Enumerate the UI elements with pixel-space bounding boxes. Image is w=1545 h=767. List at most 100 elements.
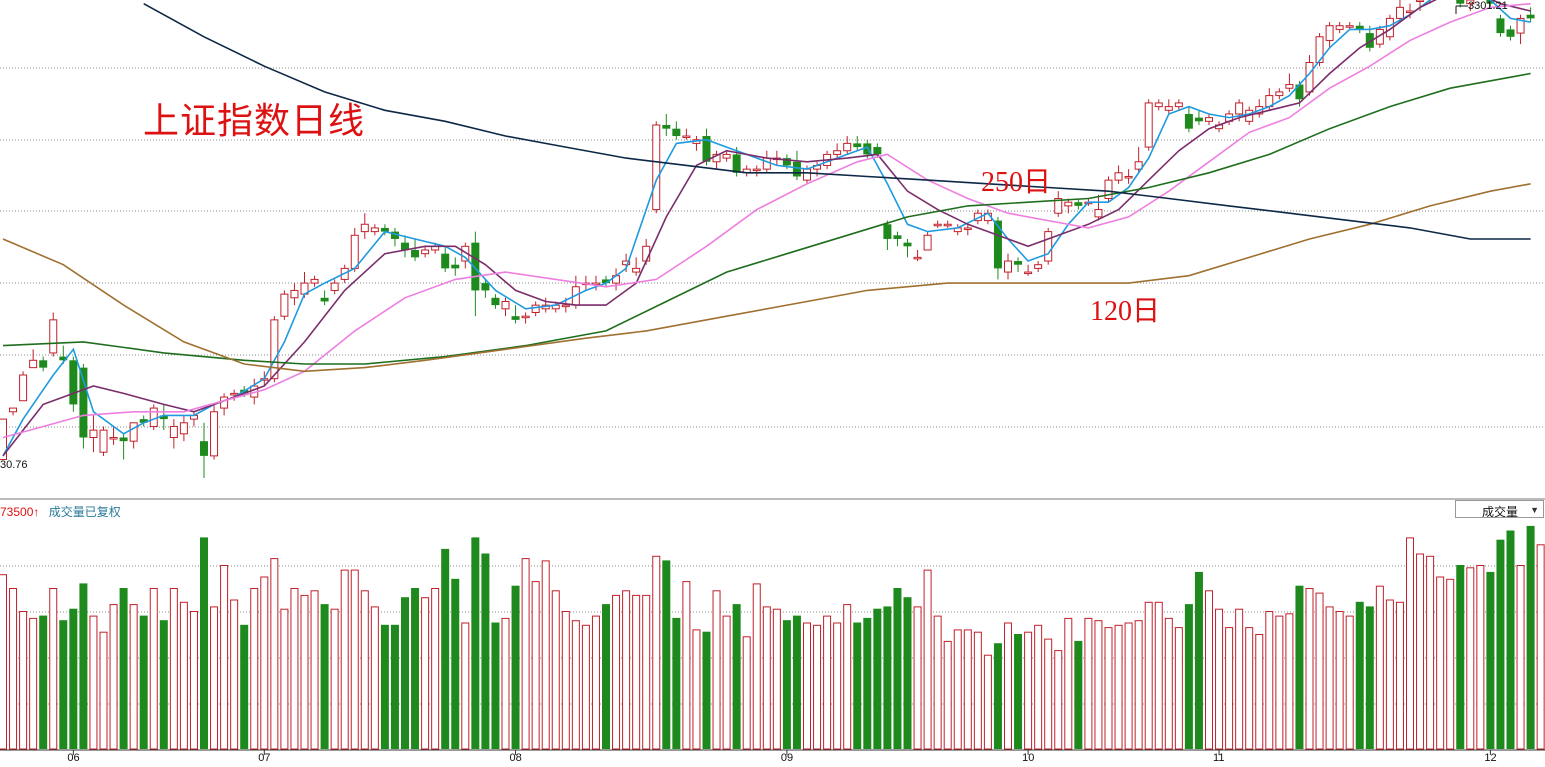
candle-body [29,359,38,369]
volume-bar [270,558,279,750]
candle-body [380,227,389,232]
volume-unit: 73500↑ [0,505,40,519]
candle-body [1064,201,1073,207]
candle-body [401,242,409,250]
volume-bar [551,590,560,750]
candle-body [411,250,420,258]
volume-bar [672,617,681,749]
x-tick-label: 08 [509,752,522,764]
candle-body [632,267,641,273]
candle-body [421,249,430,255]
volume-bar [250,588,259,750]
volume-bar [963,629,972,750]
volume-bar [622,590,631,750]
volume-bar [491,622,500,749]
volume-bar [1205,590,1213,750]
volume-bar [149,588,158,750]
candle-body [1355,25,1364,30]
volume-header: 73500↑ 成交量已复权 [0,503,121,520]
candle-body [210,411,219,457]
chevron-down-icon: ▼ [1530,505,1539,515]
x-tick-label: 11 [1213,752,1225,764]
candle-body [1395,6,1404,19]
candle-body [1496,18,1505,34]
volume-bar [823,615,832,750]
ma-line-ma250 [143,2,1531,240]
ma-line-ma5 [2,0,1531,457]
indicator-select[interactable]: 成交量 ▼ [1455,500,1544,519]
volume-bar [451,578,460,749]
volume-bar [913,606,922,750]
volume-bar [0,574,7,750]
volume-bar [1496,539,1505,749]
volume-bar [1154,601,1163,750]
volume-bar [792,615,801,749]
volume-bar [682,581,691,750]
candle-body [290,289,299,299]
volume-bar [873,608,882,749]
candle-body [993,220,1002,269]
volume-bar [360,590,369,750]
volume-bar [421,597,430,750]
candle-body [1104,179,1113,200]
candle-body [169,425,178,438]
volume-bar [441,548,450,749]
volume-bar [69,608,78,749]
candle-body [1516,17,1525,34]
volume-bar [1395,601,1404,750]
ma120-annotation: 120日 [1090,296,1161,327]
candle-body [99,429,108,453]
volume-bar [1054,650,1063,750]
x-tick-label: 10 [1022,752,1035,764]
candle-body [1416,0,1425,2]
candle-body [682,135,691,139]
candle-body [159,415,168,420]
volume-bar [49,588,58,750]
volume-bar [943,640,952,750]
volume-bar [39,615,48,749]
volume-bar [702,631,711,749]
volume-bar [1426,555,1435,750]
candle-body [1235,102,1244,115]
volume-bar [189,611,198,750]
volume-bar [109,604,118,750]
volume-bar [1235,608,1244,750]
candle-body [19,374,28,402]
volume-bar [1255,634,1264,750]
volume-bar [1144,601,1153,750]
volume-bar [19,611,28,750]
volume-bar [1406,537,1414,750]
x-tick-label: 07 [258,752,271,764]
volume-bar [1074,640,1083,749]
volume-bar [712,590,721,750]
volume-bar [169,588,178,750]
candle-body [501,300,510,310]
candle-body [1506,29,1515,37]
candle-body [1074,202,1083,206]
volume-bar [1225,627,1234,750]
volume-bar [1084,617,1093,750]
candle-body [370,227,379,233]
volume-bar [471,537,480,749]
volume-bar [79,583,88,749]
candle-body [833,150,842,155]
volume-bar [1034,624,1043,750]
volume-bar [320,604,329,749]
candle-body [722,153,731,159]
candle-body [1275,91,1284,97]
x-tick-label: 12 [1484,752,1497,764]
volume-bar [1536,544,1545,750]
candle-body [109,437,118,440]
volume-label: 成交量已复权 [48,505,121,519]
candle-body [481,283,490,291]
volume-bar [1285,613,1294,750]
volume-bar [1104,627,1113,750]
candle-body [139,419,148,423]
volume-bar [390,624,399,749]
indicator-select-value: 成交量 [1482,505,1519,519]
volume-bar [290,588,299,750]
candle-body [1004,260,1012,273]
volume-bar [89,615,98,750]
volume-bar [1385,599,1394,750]
